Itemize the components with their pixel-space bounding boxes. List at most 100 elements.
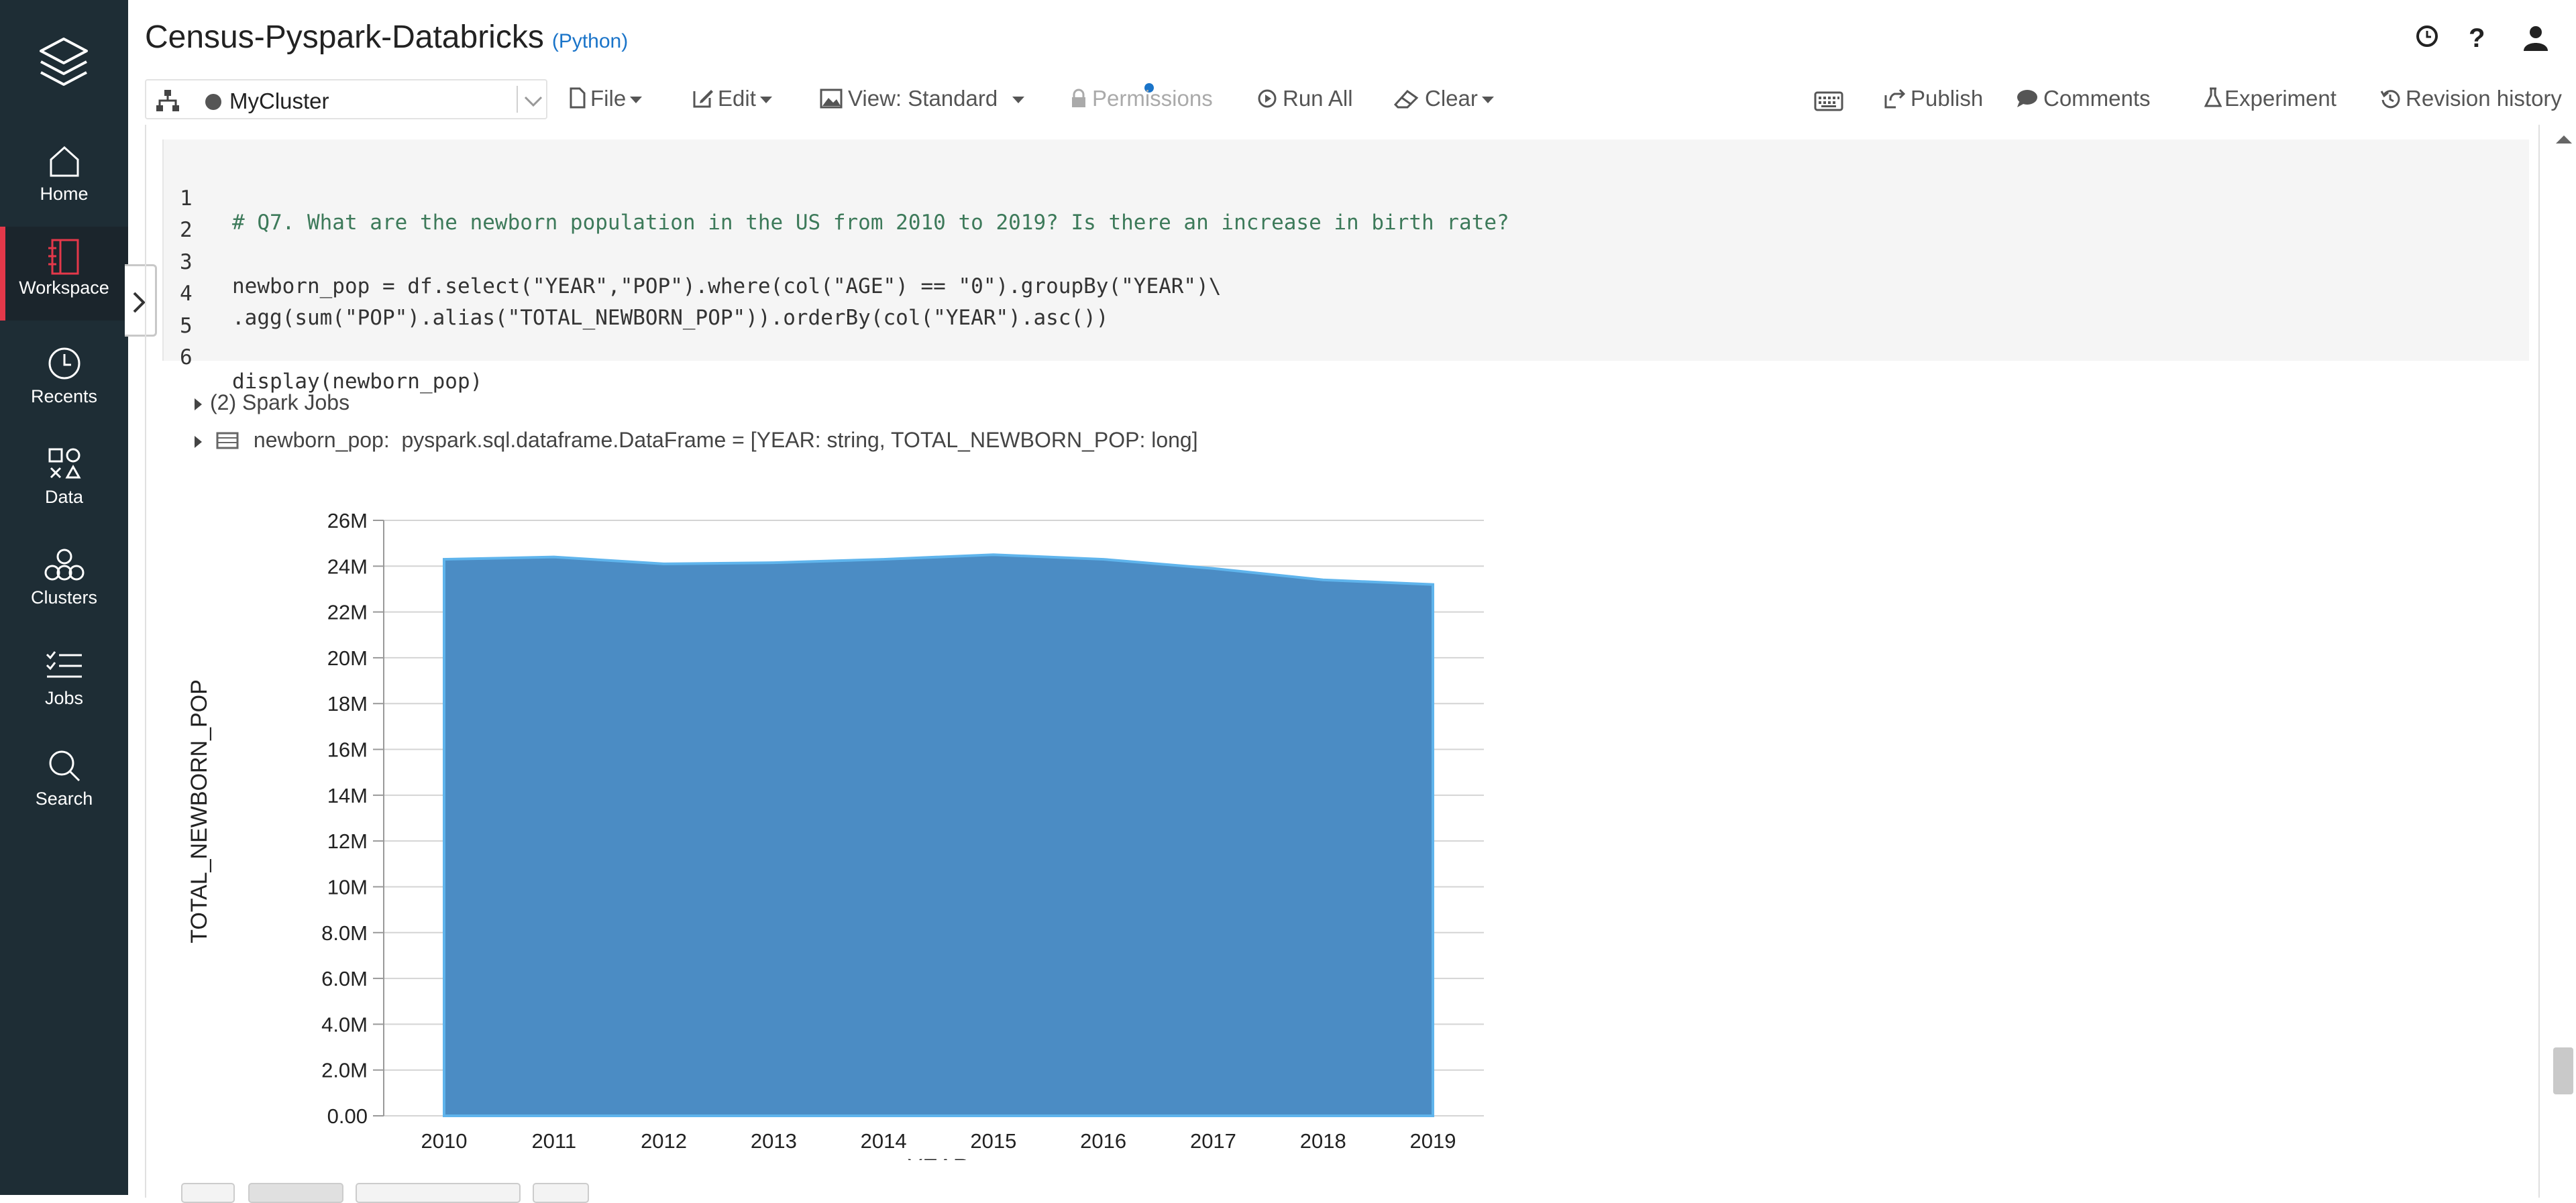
x-tick-label: 2015	[970, 1129, 1016, 1153]
comments-label: Comments	[2043, 86, 2151, 111]
x-tick-label: 2010	[421, 1129, 468, 1153]
sidebar-item-jobs[interactable]: Jobs	[0, 646, 128, 740]
help-icon[interactable]: ?	[2465, 24, 2489, 51]
share-icon	[1884, 89, 1906, 109]
history-icon[interactable]	[2415, 24, 2439, 48]
code-line: 3 newborn_pop = df.select("YEAR","POP").…	[164, 226, 1221, 298]
data-icon	[48, 448, 81, 479]
x-tick-label: 2012	[641, 1129, 687, 1153]
cluster-tree-icon	[156, 90, 179, 111]
jobs-icon	[46, 651, 82, 678]
chevron-down-icon	[524, 96, 543, 107]
file-icon	[570, 87, 586, 109]
dataframe-schema-toggle[interactable]: newborn_pop: pyspark.sql.dataframe.DataF…	[195, 428, 1198, 453]
line-number: 6	[180, 345, 193, 369]
edit-menu[interactable]: Edit	[692, 86, 772, 111]
publish-label: Publish	[1911, 86, 1984, 111]
sidebar-item-recents[interactable]: Recents	[0, 345, 128, 439]
scroll-up-arrow-icon[interactable]	[2556, 135, 2572, 144]
publish-button[interactable]: Publish	[1884, 86, 1983, 111]
cluster-divider	[517, 86, 518, 113]
sidebar-item-search[interactable]: Search	[0, 747, 128, 841]
sidebar: Home Workspace Recents Data	[0, 0, 128, 1195]
chart-table-view-button[interactable]	[181, 1183, 235, 1203]
x-tick-label: 2014	[861, 1129, 907, 1153]
user-icon[interactable]	[2522, 24, 2549, 51]
comments-button[interactable]: Comments	[2015, 86, 2151, 111]
svg-text:?: ?	[2469, 24, 2485, 51]
sidebar-expand-toggle[interactable]	[125, 264, 157, 337]
caret-down-icon	[1012, 97, 1025, 104]
experiment-label: Experiment	[2224, 86, 2337, 111]
scroll-thumb[interactable]	[2553, 1047, 2573, 1094]
y-tick-label: 20M	[327, 646, 368, 670]
home-icon	[50, 146, 78, 177]
plot-options-button[interactable]	[356, 1183, 521, 1203]
area-series	[443, 553, 1434, 1117]
edit-icon	[693, 90, 713, 108]
y-tick-label: 24M	[327, 555, 368, 578]
code-text: newborn_pop = df.select("YEAR","POP").wh…	[232, 274, 1222, 298]
file-menu[interactable]: File	[569, 86, 643, 111]
edit-label: Edit	[718, 86, 756, 111]
line-number: 4	[180, 282, 193, 306]
spark-jobs-toggle[interactable]: (2) Spark Jobs	[195, 390, 350, 415]
experiment-button[interactable]: Experiment	[2204, 86, 2337, 111]
clusters-icon	[44, 549, 84, 581]
keyboard-icon[interactable]	[1814, 91, 1843, 111]
clear-menu[interactable]: Clear	[1393, 86, 1494, 111]
sidebar-item-label: Data	[44, 487, 84, 507]
y-tick-label: 2.0M	[321, 1059, 368, 1082]
revision-history-button[interactable]: Revision history	[2380, 86, 2562, 111]
notebook-language: (Python)	[551, 30, 629, 52]
dataframe-name: newborn_pop:	[253, 428, 390, 452]
notebook-frame	[145, 125, 2540, 1198]
sidebar-item-workspace[interactable]: Workspace	[0, 227, 128, 321]
sidebar-item-label: Workspace	[19, 278, 109, 298]
clock-icon	[48, 347, 80, 380]
sidebar-item-data[interactable]: Data	[0, 445, 128, 539]
y-tick-label: 8.0M	[321, 921, 368, 945]
caret-down-icon	[759, 97, 772, 104]
y-tick-label: 16M	[327, 738, 368, 762]
vertical-scrollbar[interactable]	[2549, 125, 2576, 1195]
databricks-logo-icon[interactable]	[37, 35, 91, 94]
workspace-icon	[48, 239, 78, 275]
code-line: 5	[164, 290, 214, 338]
code-text: display(newborn_pop)	[232, 369, 483, 394]
area-chart: 0.00 2.0M 4.0M 6.0M 8.0M 10M 12M 14M 16M 18M 20M 22…	[186, 509, 1484, 1160]
revision-history-icon	[2380, 90, 2400, 109]
code-line: 1 # Q7. What are the newborn population …	[164, 162, 1509, 235]
chart-view-button[interactable]	[248, 1183, 343, 1203]
view-menu[interactable]: View: Standard	[820, 83, 1154, 111]
clear-label: Clear	[1425, 86, 1478, 111]
x-tick-label: 2016	[1080, 1129, 1126, 1153]
notebook-title[interactable]: Census-Pyspark-Databricks	[145, 19, 544, 55]
page-title: Census-Pyspark-Databricks (Python)	[145, 19, 628, 56]
line-number: 3	[180, 250, 193, 274]
caret-down-icon	[1481, 97, 1494, 104]
eraser-icon	[1393, 90, 1419, 109]
sidebar-item-home[interactable]: Home	[0, 142, 128, 236]
sidebar-item-label: Recents	[30, 386, 98, 406]
code-text: .agg(sum("POP").alias("TOTAL_NEWBORN_POP…	[232, 306, 1109, 330]
code-line: 6 display(newborn_pop)	[164, 321, 482, 394]
y-tick-label: 0.00	[327, 1104, 368, 1128]
spark-jobs-label: (2) Spark Jobs	[210, 390, 350, 414]
permissions-button[interactable]: Permissions	[1071, 86, 1213, 111]
notebook-toolbar: MyCluster File Edit View: Standard Permi…	[145, 79, 2573, 122]
x-tick-label: 2011	[531, 1129, 576, 1153]
sidebar-item-label: Jobs	[44, 688, 84, 708]
cluster-selector[interactable]: MyCluster	[145, 79, 547, 119]
run-all-label: Run All	[1283, 86, 1353, 111]
active-indicator	[0, 227, 5, 321]
run-all-button[interactable]: Run All	[1257, 86, 1353, 111]
line-number: 1	[180, 186, 193, 211]
cluster-name: MyCluster	[229, 89, 329, 113]
sidebar-item-clusters[interactable]: Clusters	[0, 546, 128, 640]
expand-triangle-icon	[195, 435, 202, 448]
y-tick-label: 26M	[327, 509, 368, 532]
view-label: View: Standard	[848, 86, 998, 111]
code-cell[interactable]: 1 # Q7. What are the newborn population …	[162, 139, 2529, 394]
download-button[interactable]	[533, 1183, 589, 1203]
